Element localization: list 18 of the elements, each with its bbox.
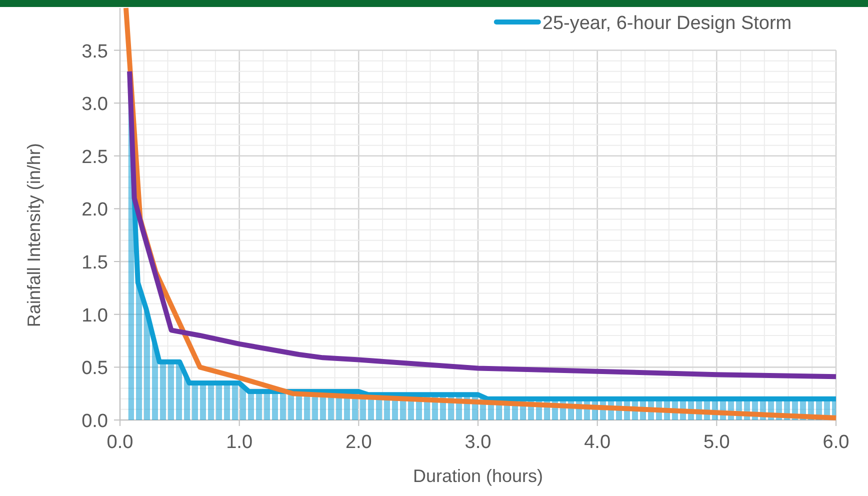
y-tick-label: 2.5 <box>82 146 108 168</box>
y-tick-label: 1.0 <box>82 305 108 326</box>
x-tick-label: 1.0 <box>226 432 253 453</box>
y-tick-label: 3.0 <box>82 94 108 116</box>
x-tick-label: 0.0 <box>106 432 134 453</box>
x-axis-title: Duration (hours) <box>412 466 544 486</box>
y-tick-label: 3.5 <box>82 41 108 62</box>
x-tick-label: 6.0 <box>822 432 850 453</box>
x-tick-label: 2.0 <box>345 432 372 453</box>
x-tick-label: 4.0 <box>584 432 611 453</box>
legend-label: 25-year, 6-hour Design Storm <box>542 13 792 34</box>
y-axis-title: Rainfall Intensity (in/hr) <box>24 143 44 328</box>
y-tick-label: 2.0 <box>82 200 108 221</box>
x-tick-label: 5.0 <box>703 432 730 453</box>
y-tick-label: 0.0 <box>82 411 108 432</box>
y-tick-label: 0.5 <box>82 358 108 380</box>
x-tick-label: 3.0 <box>464 432 492 453</box>
y-tick-label: 1.5 <box>82 252 108 274</box>
